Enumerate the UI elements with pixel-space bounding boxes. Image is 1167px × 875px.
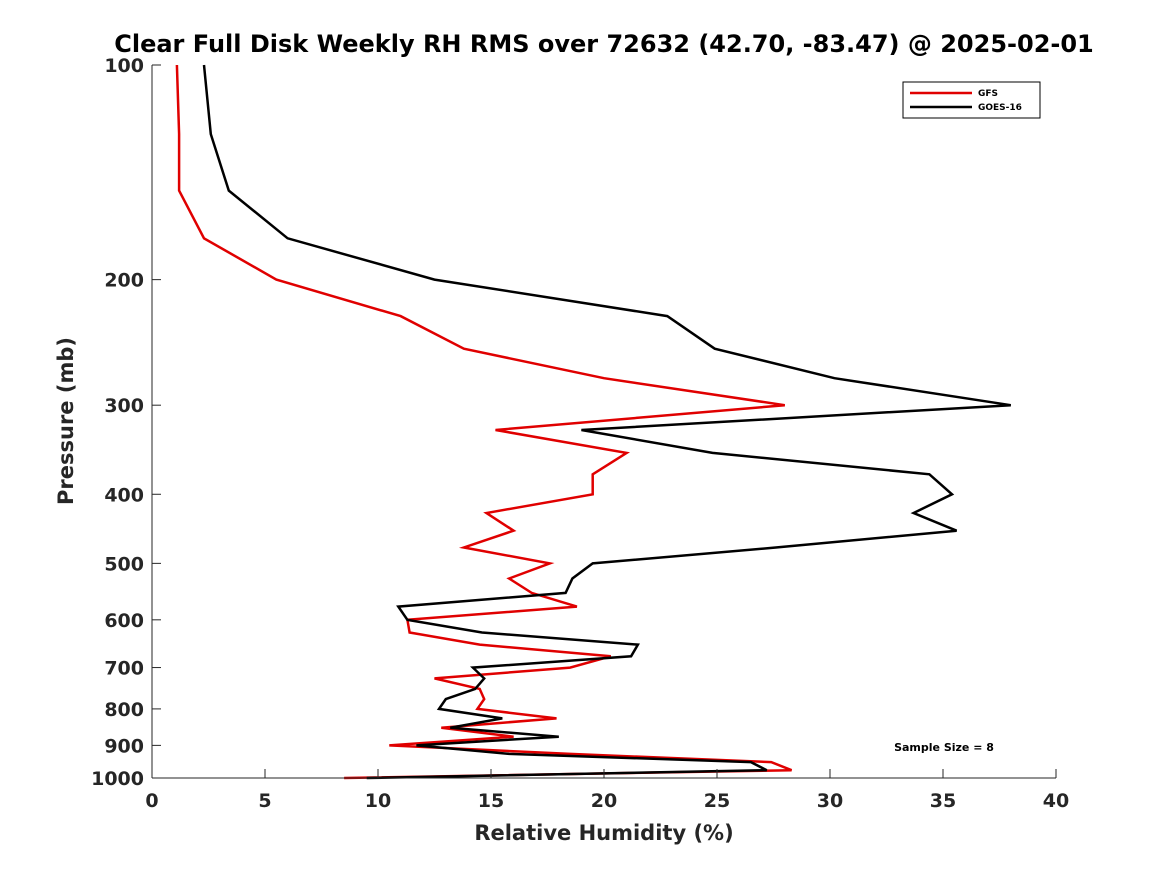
x-tick-label: 35 [930, 790, 956, 812]
series-layer [175, 64, 1011, 780]
x-tick-label: 5 [258, 790, 271, 812]
x-tick-label: 0 [145, 790, 158, 812]
legend-box [902, 81, 1041, 119]
x-tick-label: 15 [478, 790, 504, 812]
x-tick-label: 20 [591, 790, 617, 812]
y-tick-label: 900 [104, 735, 144, 757]
y-tick-label: 500 [104, 553, 144, 575]
sample-size-annotation: Sample Size = 8 [894, 741, 994, 754]
x-tick-label: 40 [1043, 790, 1069, 812]
y-tick-label: 100 [104, 55, 144, 77]
legend-label-goes-16: GOES-16 [978, 103, 1022, 113]
series-line-goes-16 [202, 64, 1011, 780]
y-axis-label: Pressure (mb) [54, 337, 78, 505]
y-tick-label: 600 [104, 610, 144, 632]
x-tick-label: 10 [365, 790, 391, 812]
y-tick-label: 400 [104, 484, 144, 506]
x-axis-label: Relative Humidity (%) [474, 821, 733, 845]
chart-title: Clear Full Disk Weekly RH RMS over 72632… [114, 30, 1094, 58]
axes-layer: 0 5 10 15 20 25 30 35 40 100 200 300 400 500 600 700 800… [91, 55, 1069, 812]
y-tick-label: 1000 [91, 768, 144, 790]
y-tick-label: 200 [104, 270, 144, 292]
legend: GFS GOES-16 [902, 81, 1041, 119]
series-line-gfs [175, 64, 793, 780]
legend-label-gfs: GFS [978, 89, 998, 99]
y-tick-label: 300 [104, 395, 144, 417]
y-tick-label: 700 [104, 658, 144, 680]
x-tick-label: 30 [817, 790, 843, 812]
y-tick-label: 800 [104, 699, 144, 721]
x-tick-label: 25 [704, 790, 730, 812]
